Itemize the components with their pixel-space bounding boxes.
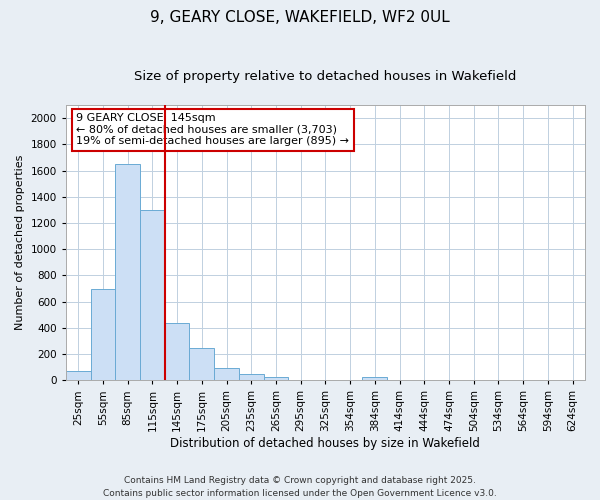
- Bar: [165, 322, 190, 380]
- X-axis label: Distribution of detached houses by size in Wakefield: Distribution of detached houses by size …: [170, 437, 481, 450]
- Text: Contains HM Land Registry data © Crown copyright and database right 2025.
Contai: Contains HM Land Registry data © Crown c…: [103, 476, 497, 498]
- Text: 9 GEARY CLOSE: 145sqm
← 80% of detached houses are smaller (3,703)
19% of semi-d: 9 GEARY CLOSE: 145sqm ← 80% of detached …: [76, 114, 349, 146]
- Bar: [190, 348, 214, 380]
- Text: 9, GEARY CLOSE, WAKEFIELD, WF2 0UL: 9, GEARY CLOSE, WAKEFIELD, WF2 0UL: [150, 10, 450, 25]
- Bar: [91, 288, 115, 380]
- Bar: [66, 371, 91, 380]
- Bar: [115, 164, 140, 380]
- Bar: [362, 377, 387, 380]
- Title: Size of property relative to detached houses in Wakefield: Size of property relative to detached ho…: [134, 70, 517, 83]
- Y-axis label: Number of detached properties: Number of detached properties: [15, 155, 25, 330]
- Bar: [140, 210, 165, 380]
- Bar: [263, 377, 289, 380]
- Bar: [214, 368, 239, 380]
- Bar: [239, 374, 263, 380]
